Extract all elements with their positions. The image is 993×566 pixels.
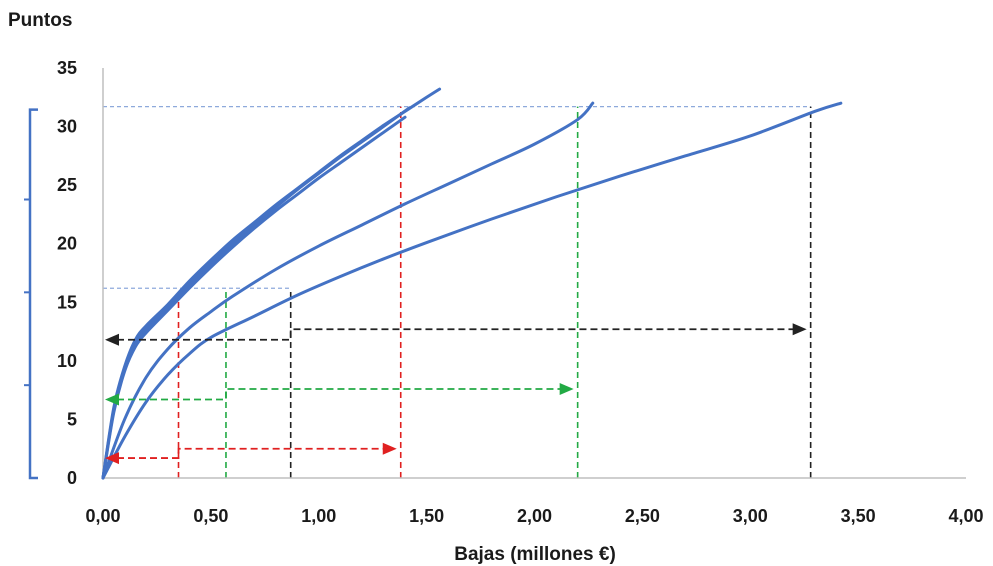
series-group — [101, 87, 843, 480]
arrowhead-left — [105, 393, 119, 406]
x-tick-label: 0,50 — [193, 506, 228, 526]
series-line — [101, 101, 595, 480]
arrowhead-right — [792, 323, 807, 336]
axes — [102, 68, 966, 479]
range-arrow-line — [117, 447, 385, 459]
series-line — [101, 106, 411, 480]
range-arrow-line — [117, 388, 562, 401]
x-tick-label: 0,00 — [85, 506, 120, 526]
range-arrow-line — [117, 328, 795, 341]
x-axis-title: Bajas (millones €) — [454, 544, 616, 565]
series-line — [101, 115, 407, 480]
x-tick-label: 4,00 — [948, 506, 983, 526]
x-tick-label: 3,00 — [733, 506, 768, 526]
y-tick-label: 5 — [67, 409, 77, 429]
y-tick-label: 35 — [57, 58, 77, 78]
series-line — [101, 87, 442, 480]
side-bracket — [24, 108, 38, 480]
y-tick-label: 10 — [57, 351, 77, 371]
x-tick-label: 1,50 — [409, 506, 444, 526]
x-tick-label: 2,50 — [625, 506, 660, 526]
x-tick-label: 3,50 — [841, 506, 876, 526]
y-tick-label: 0 — [67, 468, 77, 488]
y-tick-label: 15 — [57, 292, 77, 312]
series-line — [101, 101, 843, 480]
arrowhead-left — [105, 452, 119, 465]
y-tick-label: 30 — [57, 117, 77, 137]
x-tick-label: 1,00 — [301, 506, 336, 526]
y-axis-title: Puntos — [8, 10, 72, 31]
y-tick-label: 20 — [57, 234, 77, 254]
arrowhead-left — [105, 333, 119, 346]
reference-lines — [103, 106, 812, 478]
arrowhead-right — [559, 382, 574, 395]
bracket-line — [28, 108, 38, 480]
y-tick-label: 25 — [57, 175, 77, 195]
range-arrows — [105, 323, 807, 465]
x-tick-label: 2,00 — [517, 506, 552, 526]
arrowhead-right — [382, 442, 397, 455]
tick-labels: 0,00 0,50 1,00 1,50 2,00 2,50 3,00 3,50 4,00 0 5 10… — [57, 58, 984, 526]
